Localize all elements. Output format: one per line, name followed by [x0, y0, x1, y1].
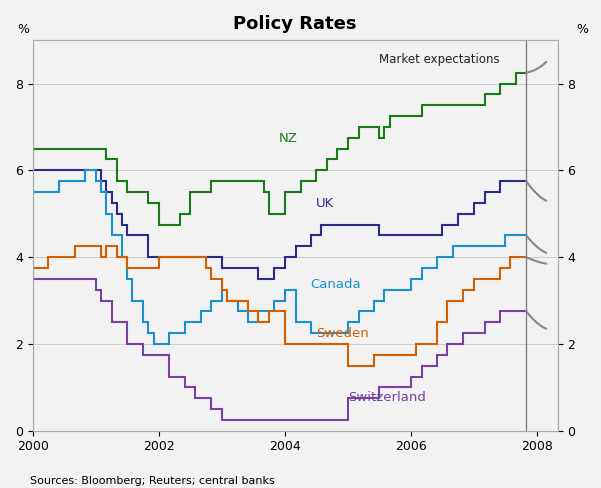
Text: Switzerland: Switzerland [348, 391, 426, 404]
Text: NZ: NZ [278, 132, 297, 145]
Text: Sweden: Sweden [316, 327, 369, 341]
Text: %: % [17, 23, 29, 36]
Text: Canada: Canada [310, 278, 361, 290]
Text: Sources: Bloomberg; Reuters; central banks: Sources: Bloomberg; Reuters; central ban… [30, 476, 275, 486]
Text: Market expectations: Market expectations [379, 53, 500, 66]
Title: Policy Rates: Policy Rates [233, 15, 357, 33]
Text: UK: UK [316, 197, 335, 210]
Text: %: % [576, 23, 588, 36]
